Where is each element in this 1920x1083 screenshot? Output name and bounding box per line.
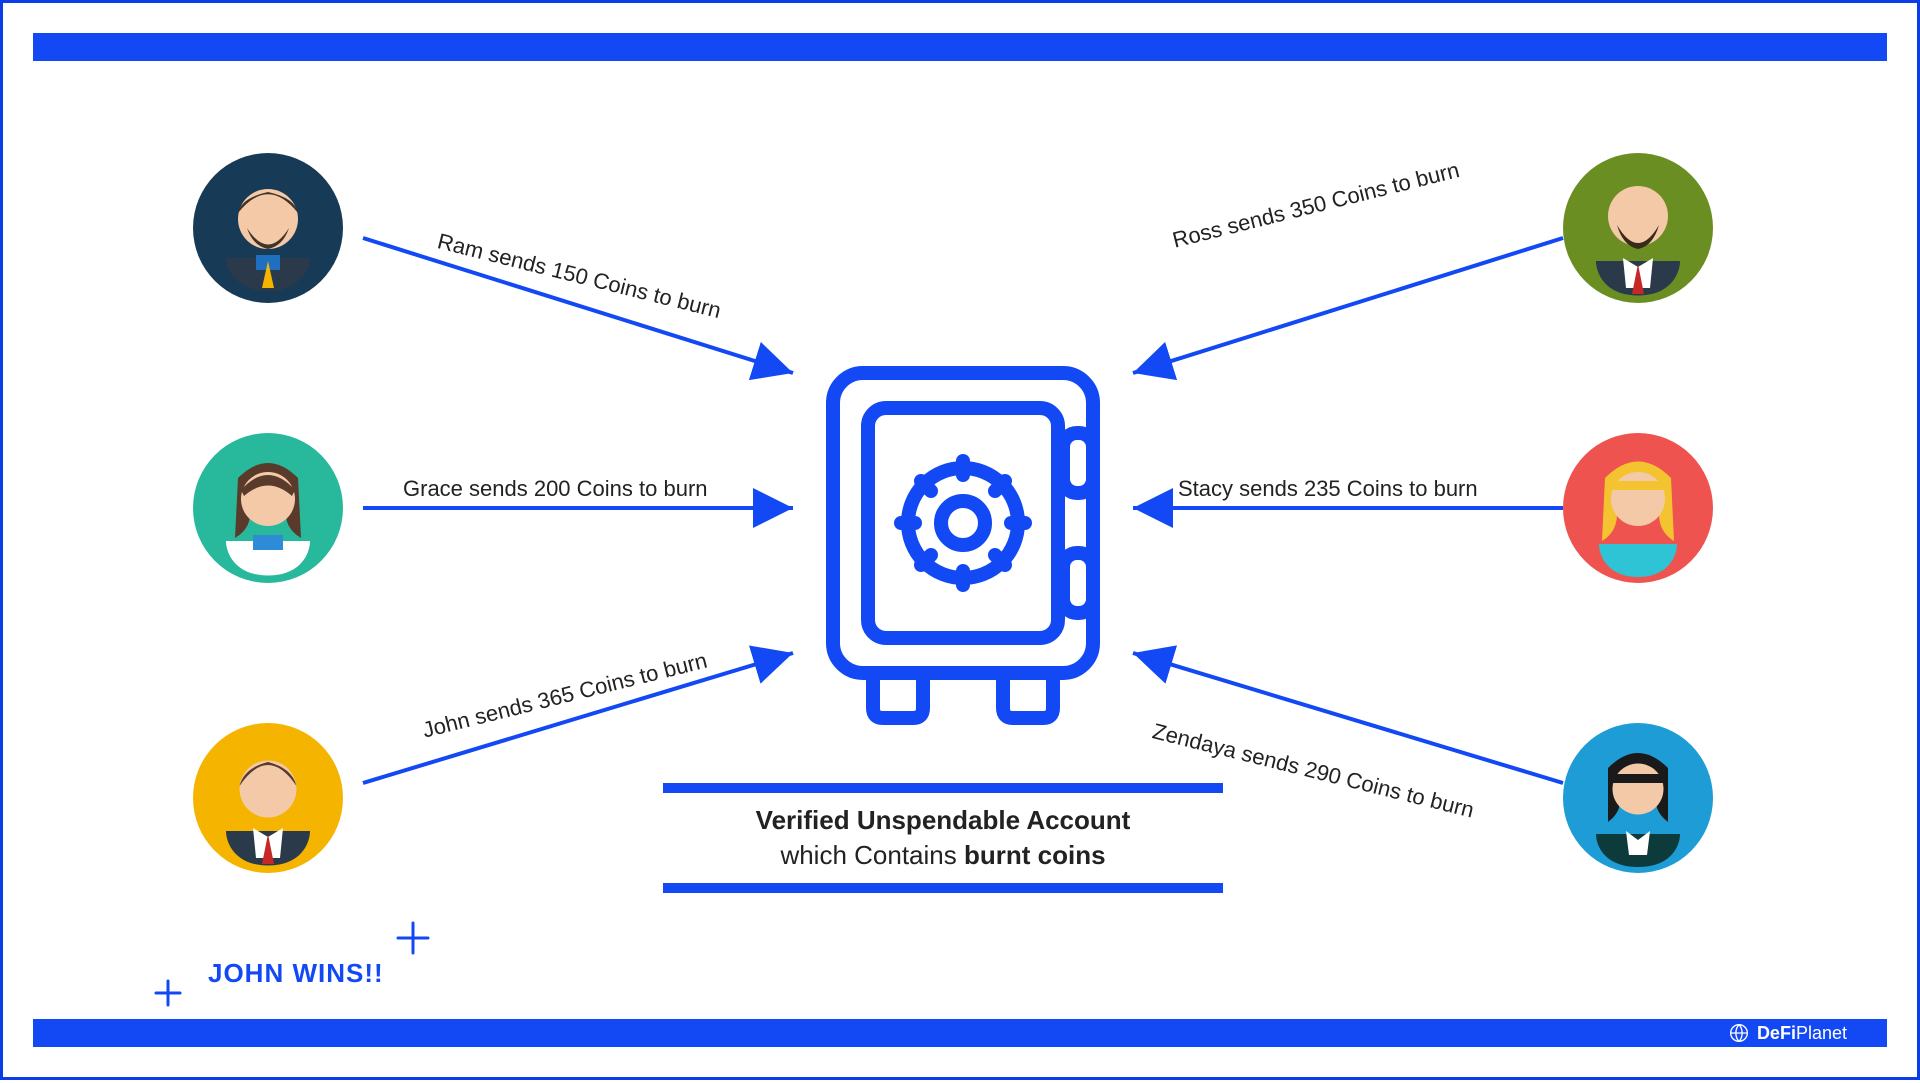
caption-top-bar — [663, 783, 1223, 793]
globe-icon — [1729, 1023, 1749, 1043]
sparkle-icon — [153, 933, 213, 1013]
brand-bold: DeFi — [1757, 1023, 1796, 1043]
winner-text: JOHN WINS!! — [208, 958, 384, 989]
sparkle-icon — [383, 913, 443, 973]
vault-icon — [813, 353, 1113, 733]
caption-line2b: burnt coins — [964, 840, 1106, 870]
caption-line2a: which Contains — [780, 840, 964, 870]
caption-line1: Verified Unspendable Account — [756, 805, 1131, 835]
label-stacy: Stacy sends 235 Coins to burn — [1178, 476, 1478, 502]
infographic-canvas: Ram sends 150 Coins to burn Grace sends … — [0, 0, 1920, 1080]
brand-light: Planet — [1796, 1023, 1847, 1043]
bottom-accent-bar: DeFiPlanet — [33, 1019, 1887, 1047]
caption-bottom-bar — [663, 883, 1223, 893]
brand-logo: DeFiPlanet — [1729, 1023, 1847, 1044]
caption-box: Verified Unspendable Account which Conta… — [663, 783, 1223, 893]
label-grace: Grace sends 200 Coins to burn — [403, 476, 708, 502]
caption-text: Verified Unspendable Account which Conta… — [663, 793, 1223, 883]
